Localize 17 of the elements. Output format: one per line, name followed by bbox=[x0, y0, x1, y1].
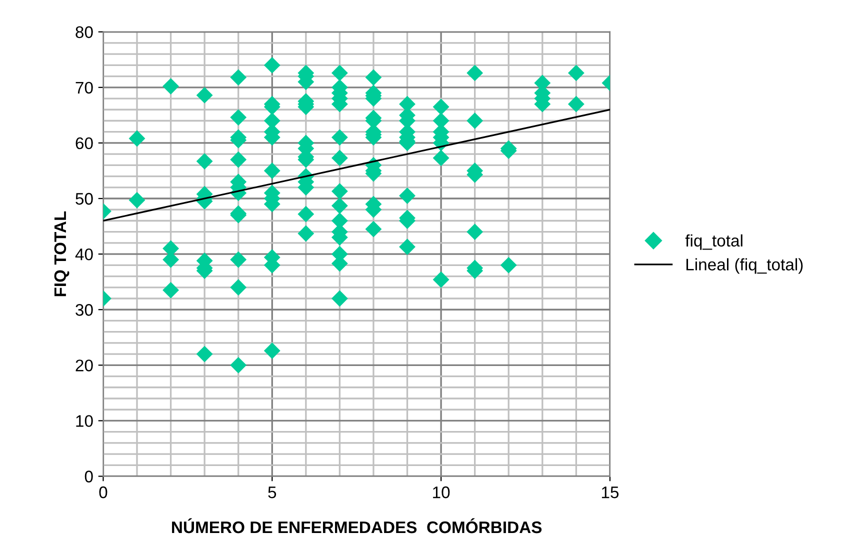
y-tick-label: 20 bbox=[76, 360, 93, 372]
x-tick-label: 5 bbox=[268, 486, 276, 498]
legend-label: fiq_total bbox=[685, 234, 742, 250]
y-tick-label: 10 bbox=[76, 415, 93, 427]
y-axis-title: FIQ TOTAL bbox=[54, 211, 70, 296]
y-tick-label: 40 bbox=[75, 248, 93, 260]
x-tick-label: 0 bbox=[99, 486, 108, 498]
x-axis-title: NÚMERO DE ENFERMEDADES COMÓRBIDAS bbox=[172, 518, 542, 534]
y-tick-label: 50 bbox=[76, 192, 93, 205]
y-tick-label: 60 bbox=[76, 137, 93, 150]
x-tick-label: 15 bbox=[602, 486, 619, 498]
x-tick-label: 10 bbox=[433, 486, 450, 498]
legend-label: Lineal (fiq_total) bbox=[686, 258, 803, 274]
y-tick-label: 80 bbox=[76, 26, 93, 38]
y-tick-label: 30 bbox=[76, 304, 93, 316]
y-tick-label: 70 bbox=[76, 82, 93, 94]
y-tick-label: 0 bbox=[84, 470, 93, 482]
